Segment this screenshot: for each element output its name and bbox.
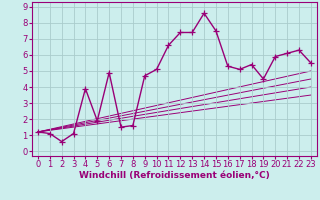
X-axis label: Windchill (Refroidissement éolien,°C): Windchill (Refroidissement éolien,°C) (79, 171, 270, 180)
